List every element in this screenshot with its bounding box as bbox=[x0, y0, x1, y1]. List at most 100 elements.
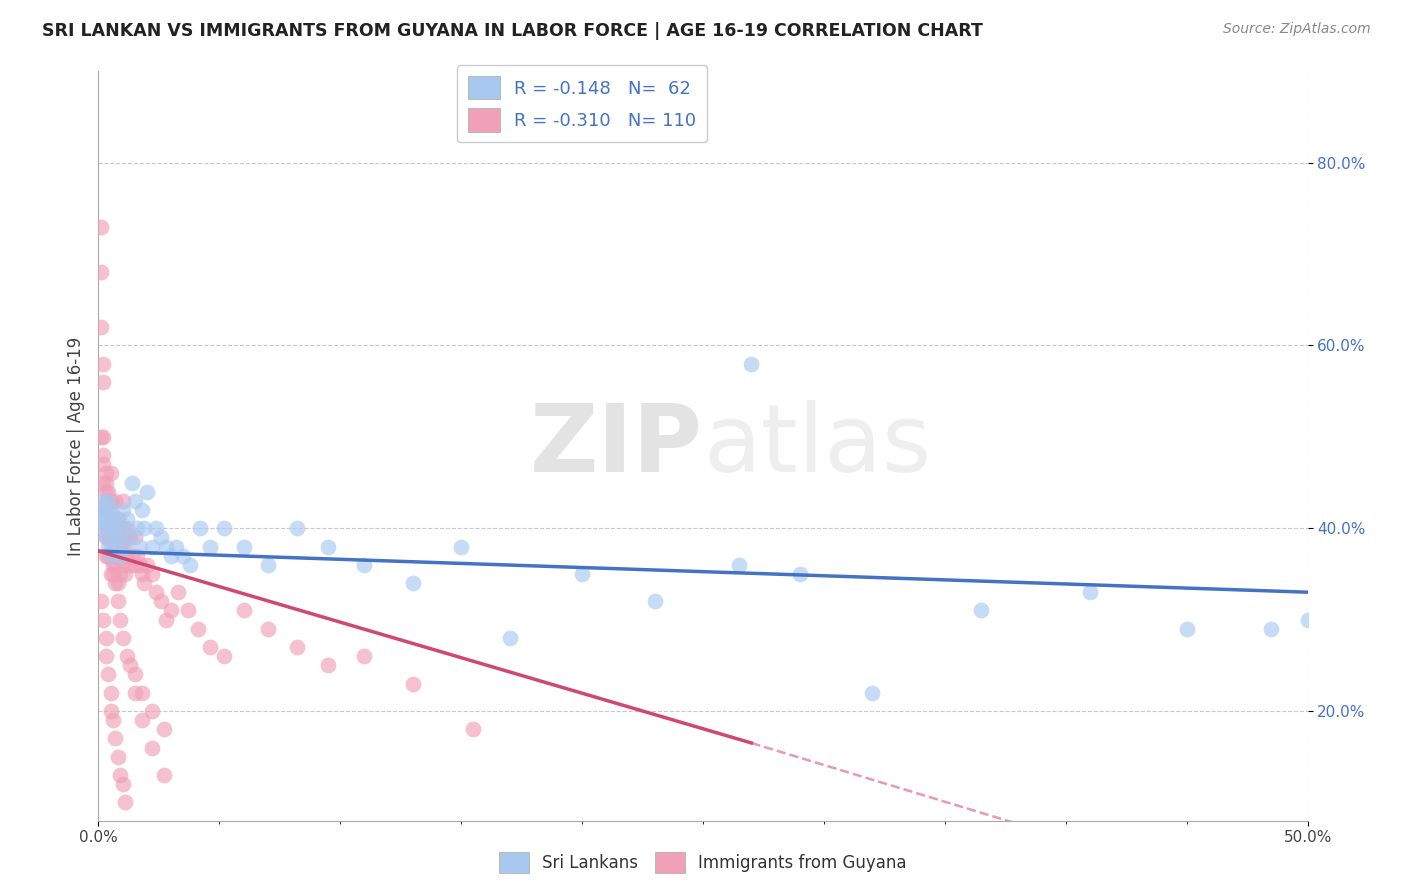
Point bbox=[152, 768, 174, 782]
Point bbox=[160, 549, 183, 563]
Point bbox=[100, 503, 122, 517]
Point bbox=[100, 566, 122, 581]
Point bbox=[97, 493, 120, 508]
Point bbox=[100, 704, 122, 718]
Point bbox=[150, 530, 173, 544]
Point bbox=[131, 713, 153, 727]
Point bbox=[111, 521, 134, 535]
Point bbox=[97, 512, 120, 526]
Point bbox=[107, 512, 129, 526]
Point bbox=[141, 704, 163, 718]
Point bbox=[94, 475, 117, 490]
Point bbox=[101, 566, 124, 581]
Point bbox=[94, 530, 117, 544]
Point bbox=[114, 540, 136, 554]
Point bbox=[90, 503, 112, 517]
Point bbox=[970, 603, 993, 617]
Legend: Sri Lankans, Immigrants from Guyana: Sri Lankans, Immigrants from Guyana bbox=[492, 846, 914, 880]
Point bbox=[728, 558, 751, 572]
Point bbox=[90, 265, 112, 279]
Point bbox=[145, 585, 167, 599]
Legend: R = -0.148   N=  62, R = -0.310   N= 110: R = -0.148 N= 62, R = -0.310 N= 110 bbox=[457, 65, 707, 143]
Point bbox=[135, 558, 157, 572]
Point bbox=[155, 613, 177, 627]
Point bbox=[101, 558, 124, 572]
Point bbox=[91, 475, 114, 490]
Point bbox=[100, 530, 122, 544]
Point bbox=[91, 493, 114, 508]
Point bbox=[91, 613, 114, 627]
Point bbox=[450, 540, 472, 554]
Point bbox=[107, 594, 129, 608]
Point bbox=[100, 493, 122, 508]
Point bbox=[256, 558, 278, 572]
Point bbox=[111, 631, 134, 645]
Point bbox=[118, 558, 141, 572]
Point bbox=[124, 667, 146, 681]
Point bbox=[94, 521, 117, 535]
Point bbox=[108, 613, 131, 627]
Text: atlas: atlas bbox=[703, 400, 931, 492]
Point bbox=[121, 475, 143, 490]
Point bbox=[124, 493, 146, 508]
Point bbox=[150, 594, 173, 608]
Point bbox=[114, 796, 136, 810]
Text: ZIP: ZIP bbox=[530, 400, 703, 492]
Point bbox=[135, 484, 157, 499]
Point bbox=[100, 549, 122, 563]
Point bbox=[316, 540, 339, 554]
Point bbox=[104, 493, 127, 508]
Point bbox=[91, 430, 114, 444]
Point bbox=[94, 512, 117, 526]
Point bbox=[498, 631, 520, 645]
Point bbox=[127, 549, 149, 563]
Point bbox=[172, 549, 194, 563]
Point bbox=[155, 540, 177, 554]
Point bbox=[97, 512, 120, 526]
Point bbox=[104, 540, 127, 554]
Point bbox=[114, 530, 136, 544]
Point bbox=[127, 521, 149, 535]
Point bbox=[165, 540, 187, 554]
Point bbox=[97, 540, 120, 554]
Point bbox=[108, 768, 131, 782]
Point bbox=[111, 521, 134, 535]
Point bbox=[124, 530, 146, 544]
Point bbox=[316, 658, 339, 673]
Point bbox=[860, 686, 883, 700]
Point bbox=[644, 594, 666, 608]
Point bbox=[121, 549, 143, 563]
Point bbox=[107, 512, 129, 526]
Point bbox=[117, 649, 139, 664]
Point bbox=[94, 467, 117, 481]
Point bbox=[187, 622, 209, 636]
Point bbox=[97, 484, 120, 499]
Point bbox=[117, 512, 139, 526]
Point bbox=[104, 558, 127, 572]
Point bbox=[107, 549, 129, 563]
Point bbox=[141, 566, 163, 581]
Point bbox=[353, 558, 375, 572]
Point bbox=[134, 521, 156, 535]
Point bbox=[107, 530, 129, 544]
Point bbox=[94, 530, 117, 544]
Point bbox=[188, 521, 211, 535]
Point bbox=[94, 649, 117, 664]
Point bbox=[94, 503, 117, 517]
Point bbox=[104, 576, 127, 591]
Point bbox=[101, 713, 124, 727]
Point bbox=[1175, 622, 1198, 636]
Point bbox=[91, 457, 114, 471]
Point bbox=[117, 549, 139, 563]
Point bbox=[167, 585, 190, 599]
Point bbox=[145, 521, 167, 535]
Point bbox=[177, 603, 200, 617]
Point bbox=[141, 540, 163, 554]
Point bbox=[91, 375, 114, 389]
Point bbox=[402, 676, 425, 690]
Point bbox=[571, 566, 593, 581]
Point bbox=[111, 540, 134, 554]
Point bbox=[94, 493, 117, 508]
Point bbox=[108, 540, 131, 554]
Point bbox=[101, 530, 124, 544]
